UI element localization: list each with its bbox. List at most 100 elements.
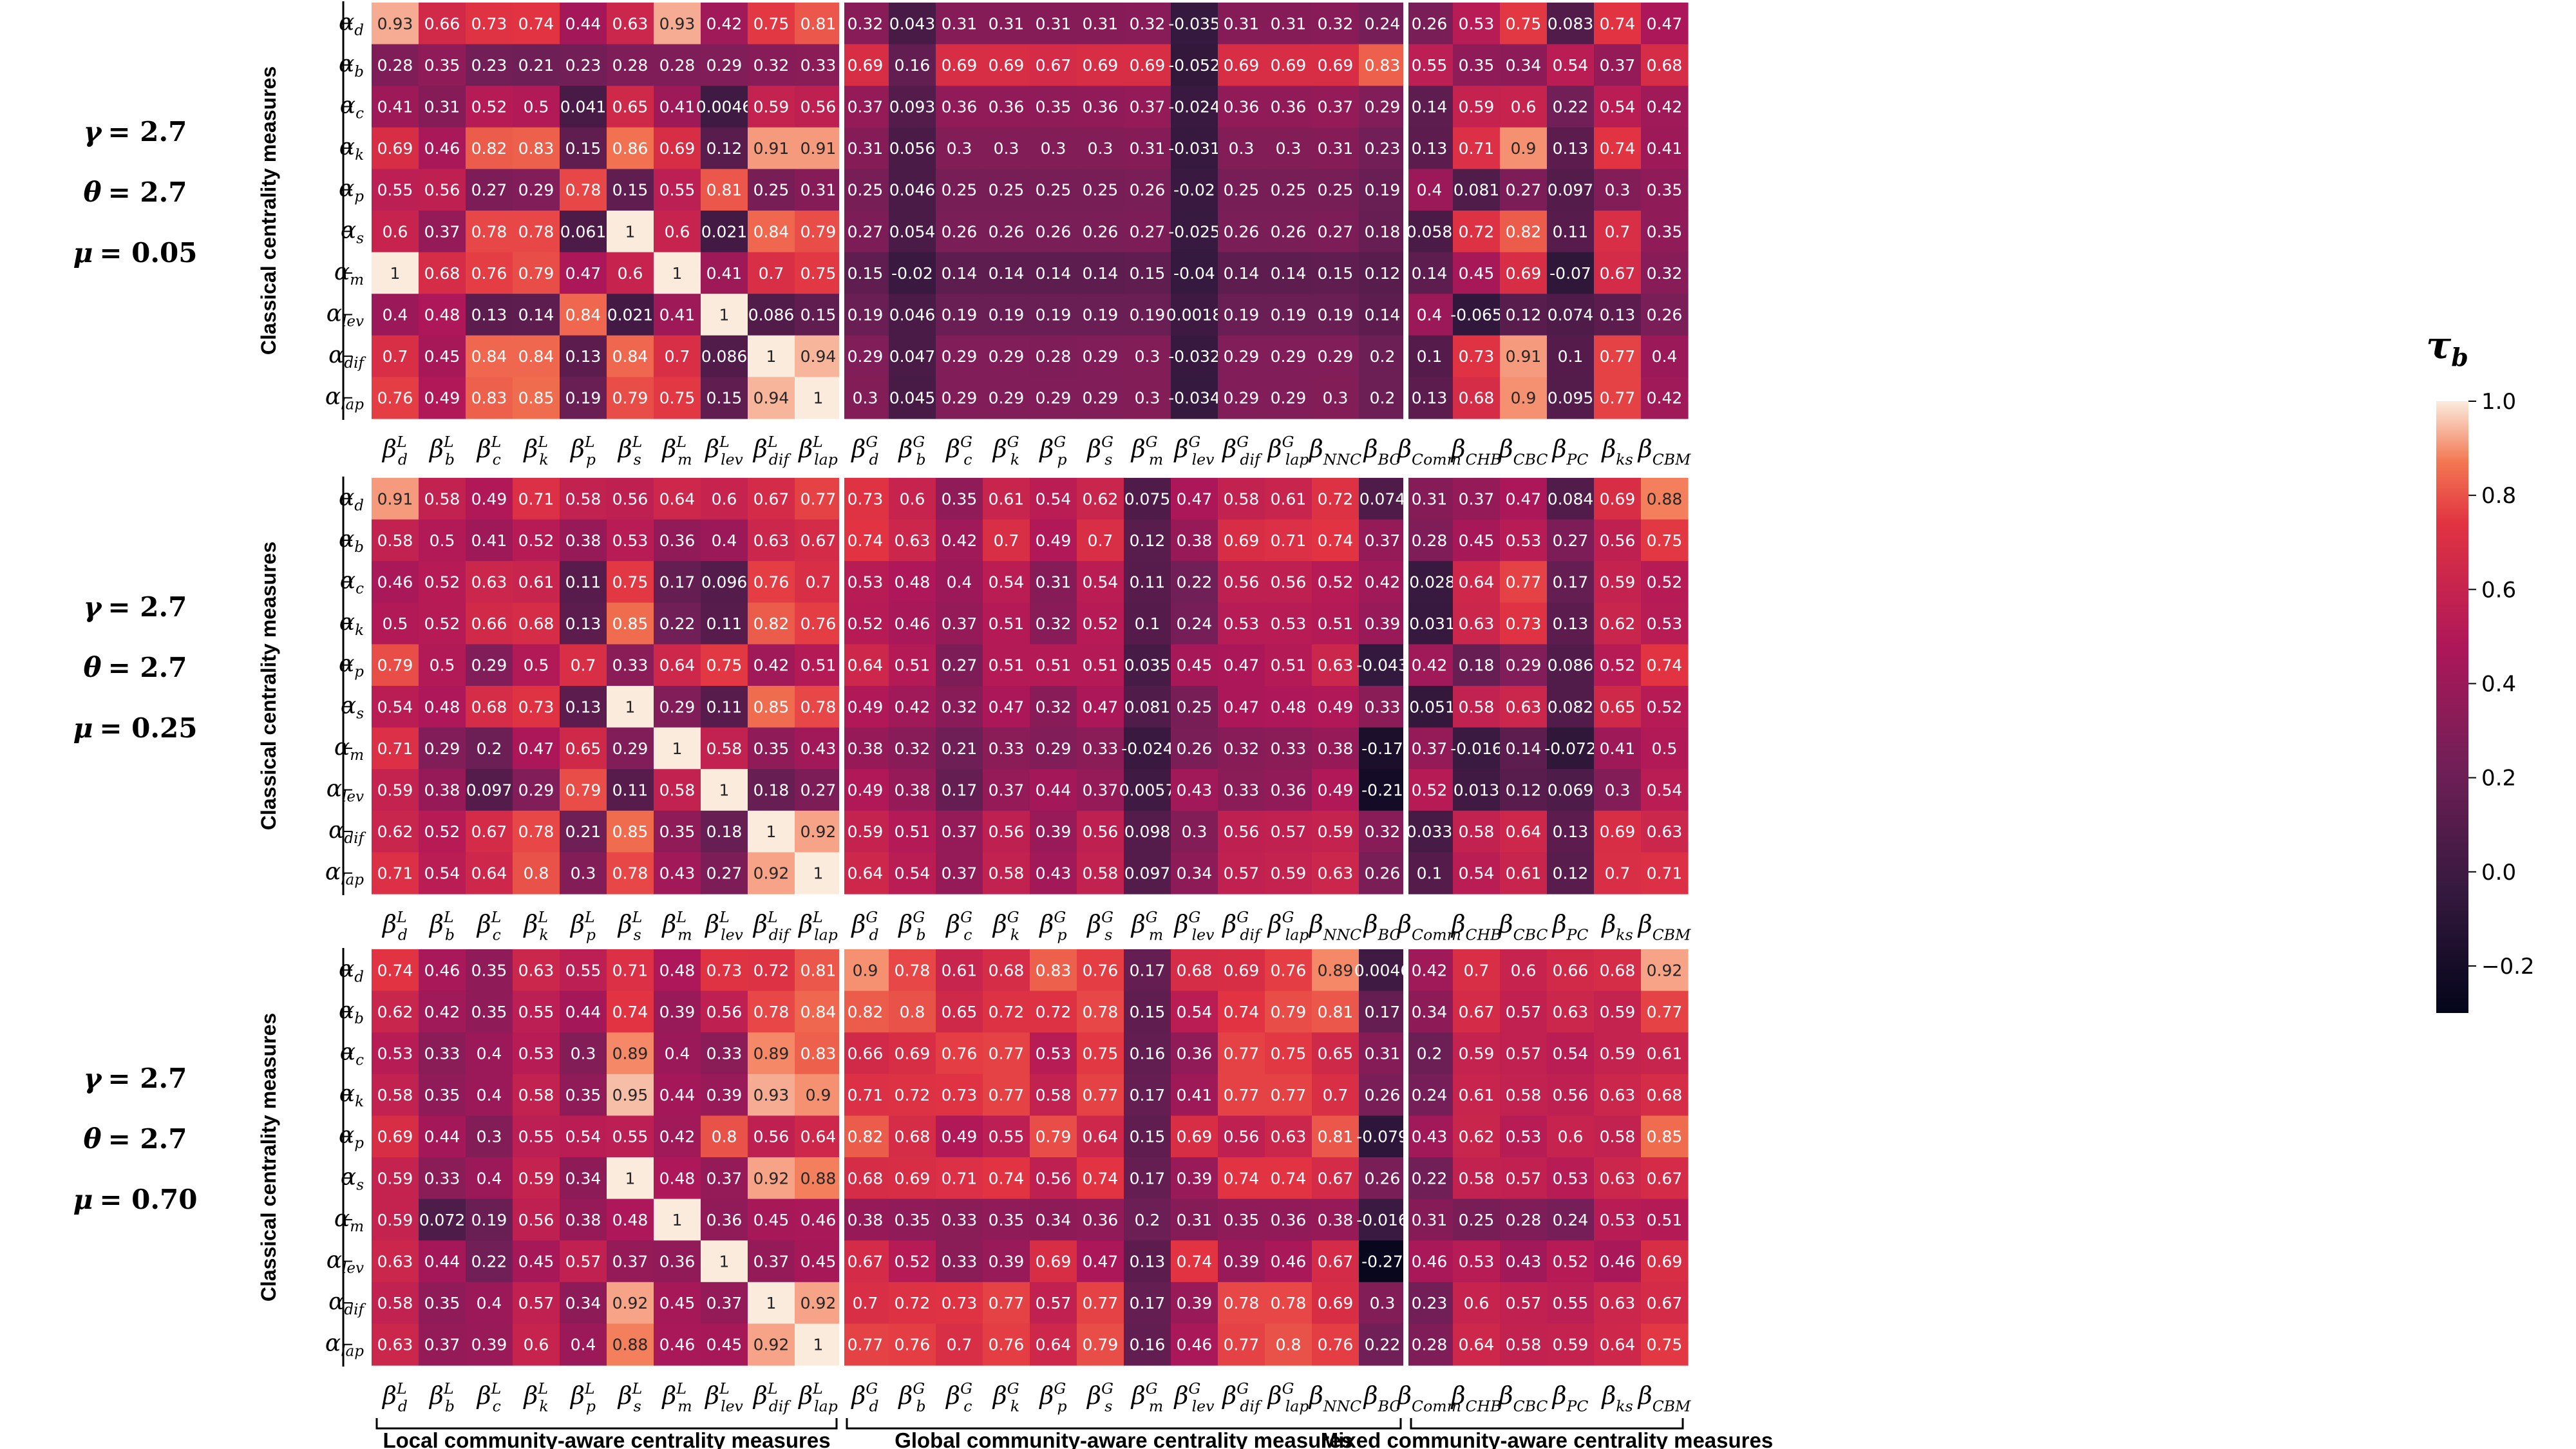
heatmap-cell bbox=[936, 169, 983, 211]
cell-value-label: 0.26 bbox=[942, 222, 978, 241]
heatmap-cell bbox=[1641, 727, 1689, 770]
cell-value-label: 0.36 bbox=[942, 98, 978, 117]
cell-value-label: 0.44 bbox=[424, 1253, 460, 1271]
cell-value-label: 0.76 bbox=[1318, 1336, 1354, 1354]
heatmap-cell bbox=[936, 3, 983, 45]
heatmap-cell bbox=[1124, 377, 1171, 419]
heatmap-cell bbox=[1641, 3, 1689, 45]
heatmap-cell bbox=[1030, 1323, 1077, 1366]
cell-value-label: 0.45 bbox=[1459, 264, 1495, 283]
heatmap-cell bbox=[372, 169, 419, 211]
column-label: βCBM bbox=[1637, 1381, 1691, 1415]
cell-value-label: 0.56 bbox=[1224, 822, 1260, 841]
cell-value-label: 0.17 bbox=[1130, 1169, 1166, 1188]
heatmap-cell bbox=[936, 86, 983, 128]
column-label: βL m bbox=[661, 433, 692, 468]
heatmap-cell bbox=[701, 810, 748, 853]
cell-value-label: -0.043 bbox=[1356, 656, 1408, 675]
cell-value-label: 0.39 bbox=[1177, 1294, 1213, 1312]
column-label: βBC bbox=[1363, 910, 1401, 943]
cell-value-label: 0.084 bbox=[1548, 489, 1594, 508]
cell-value-label: 0.29 bbox=[942, 347, 978, 366]
cell-value-label: 0.14 bbox=[518, 306, 554, 325]
heatmap-cell bbox=[1171, 686, 1218, 728]
heatmap-cell bbox=[1500, 1240, 1548, 1283]
heatmap-cell bbox=[1218, 127, 1265, 169]
cell-value-label: 1 bbox=[766, 347, 777, 366]
heatmap-cell bbox=[1312, 127, 1359, 169]
row-label: αdif bbox=[328, 817, 366, 847]
cell-value-label: -0.031 bbox=[1168, 139, 1220, 158]
heatmap-cell bbox=[607, 252, 654, 294]
cell-value-label: 0.27 bbox=[1553, 531, 1589, 550]
row-label: αc bbox=[340, 568, 364, 598]
cell-value-label: 0.64 bbox=[1506, 822, 1542, 841]
heatmap-cell bbox=[983, 252, 1030, 294]
cell-value-label: 0.51 bbox=[1647, 1211, 1683, 1229]
heatmap-cell bbox=[795, 1157, 842, 1200]
heatmap-cell bbox=[1265, 602, 1312, 645]
heatmap-cell bbox=[748, 686, 795, 728]
cell-value-label: 0.72 bbox=[1318, 489, 1354, 508]
heatmap-cell bbox=[654, 1240, 701, 1283]
heatmap-cell bbox=[513, 686, 560, 728]
heatmap-cell bbox=[1171, 644, 1218, 687]
cell-value-label: 0.12 bbox=[1365, 264, 1401, 283]
cell-value-label: 0.86 bbox=[612, 139, 649, 158]
heatmap-cell bbox=[1641, 519, 1689, 562]
cell-value-label: 0.34 bbox=[565, 1169, 601, 1188]
cell-value-label: 0.4 bbox=[383, 306, 408, 325]
cell-value-label: 0.25 bbox=[1083, 181, 1119, 200]
heatmap-cell bbox=[1500, 1323, 1548, 1366]
cell-value-label: 0.43 bbox=[659, 864, 696, 883]
cell-value-label: 0.29 bbox=[518, 181, 554, 200]
cell-value-label: 0.11 bbox=[706, 697, 743, 716]
heatmap-cell bbox=[1359, 478, 1406, 520]
cell-value-label: 0.41 bbox=[659, 306, 696, 325]
row-label: αd bbox=[339, 956, 364, 985]
column-label: βG s bbox=[1086, 1379, 1113, 1415]
heatmap-cell bbox=[936, 1074, 983, 1116]
column-label: βL s bbox=[617, 908, 643, 943]
row-label: αm bbox=[334, 1206, 364, 1235]
heatmap-cell bbox=[748, 769, 795, 811]
heatmap-cell bbox=[1265, 294, 1312, 336]
cell-value-label: 0.67 bbox=[471, 822, 507, 841]
heatmap-cell bbox=[1406, 769, 1454, 811]
heatmap-cell bbox=[372, 852, 419, 895]
cell-value-label: 0.3 bbox=[1135, 389, 1160, 408]
heatmap-cell bbox=[1218, 852, 1265, 895]
cell-value-label: 0.94 bbox=[753, 389, 790, 408]
heatmap-cell bbox=[1312, 1240, 1359, 1283]
cell-value-label: 0.31 bbox=[1177, 1211, 1213, 1229]
cell-value-label: 0.46 bbox=[1600, 1253, 1636, 1271]
cell-value-label: 0.33 bbox=[800, 56, 837, 75]
cell-value-label: 0.83 bbox=[800, 1045, 837, 1063]
heatmap-cell bbox=[1406, 86, 1454, 128]
heatmap-cell bbox=[654, 769, 701, 811]
heatmap-cell bbox=[1594, 86, 1642, 128]
heatmap-cell bbox=[466, 3, 513, 45]
cell-value-label: 0.8 bbox=[712, 1128, 737, 1146]
heatmap-cell bbox=[1547, 519, 1595, 562]
column-label: βG d bbox=[850, 1379, 878, 1415]
column-label: βCHB bbox=[1450, 910, 1502, 943]
heatmap-cell bbox=[372, 1282, 419, 1324]
cell-value-label: 0.37 bbox=[706, 1169, 743, 1188]
heatmap-cell bbox=[1406, 169, 1454, 211]
heatmap-cell bbox=[748, 44, 795, 86]
cell-value-label: 0.92 bbox=[1647, 961, 1683, 980]
heatmap-cell bbox=[842, 252, 889, 294]
heatmap-cell bbox=[1406, 294, 1454, 336]
cell-value-label: 0.67 bbox=[800, 531, 837, 550]
heatmap-cell bbox=[607, 1198, 654, 1241]
heatmap-cell bbox=[1359, 1115, 1406, 1158]
cell-value-label: 0.4 bbox=[1652, 347, 1678, 366]
heatmap-cell bbox=[936, 377, 983, 419]
cell-value-label: 0.63 bbox=[1506, 697, 1542, 716]
group-separator bbox=[1403, 3, 1408, 419]
heatmap-cell bbox=[795, 3, 842, 45]
heatmap-cell bbox=[560, 335, 607, 377]
cell-value-label: 0.3 bbox=[1323, 389, 1349, 408]
column-label: βG s bbox=[1086, 908, 1113, 943]
